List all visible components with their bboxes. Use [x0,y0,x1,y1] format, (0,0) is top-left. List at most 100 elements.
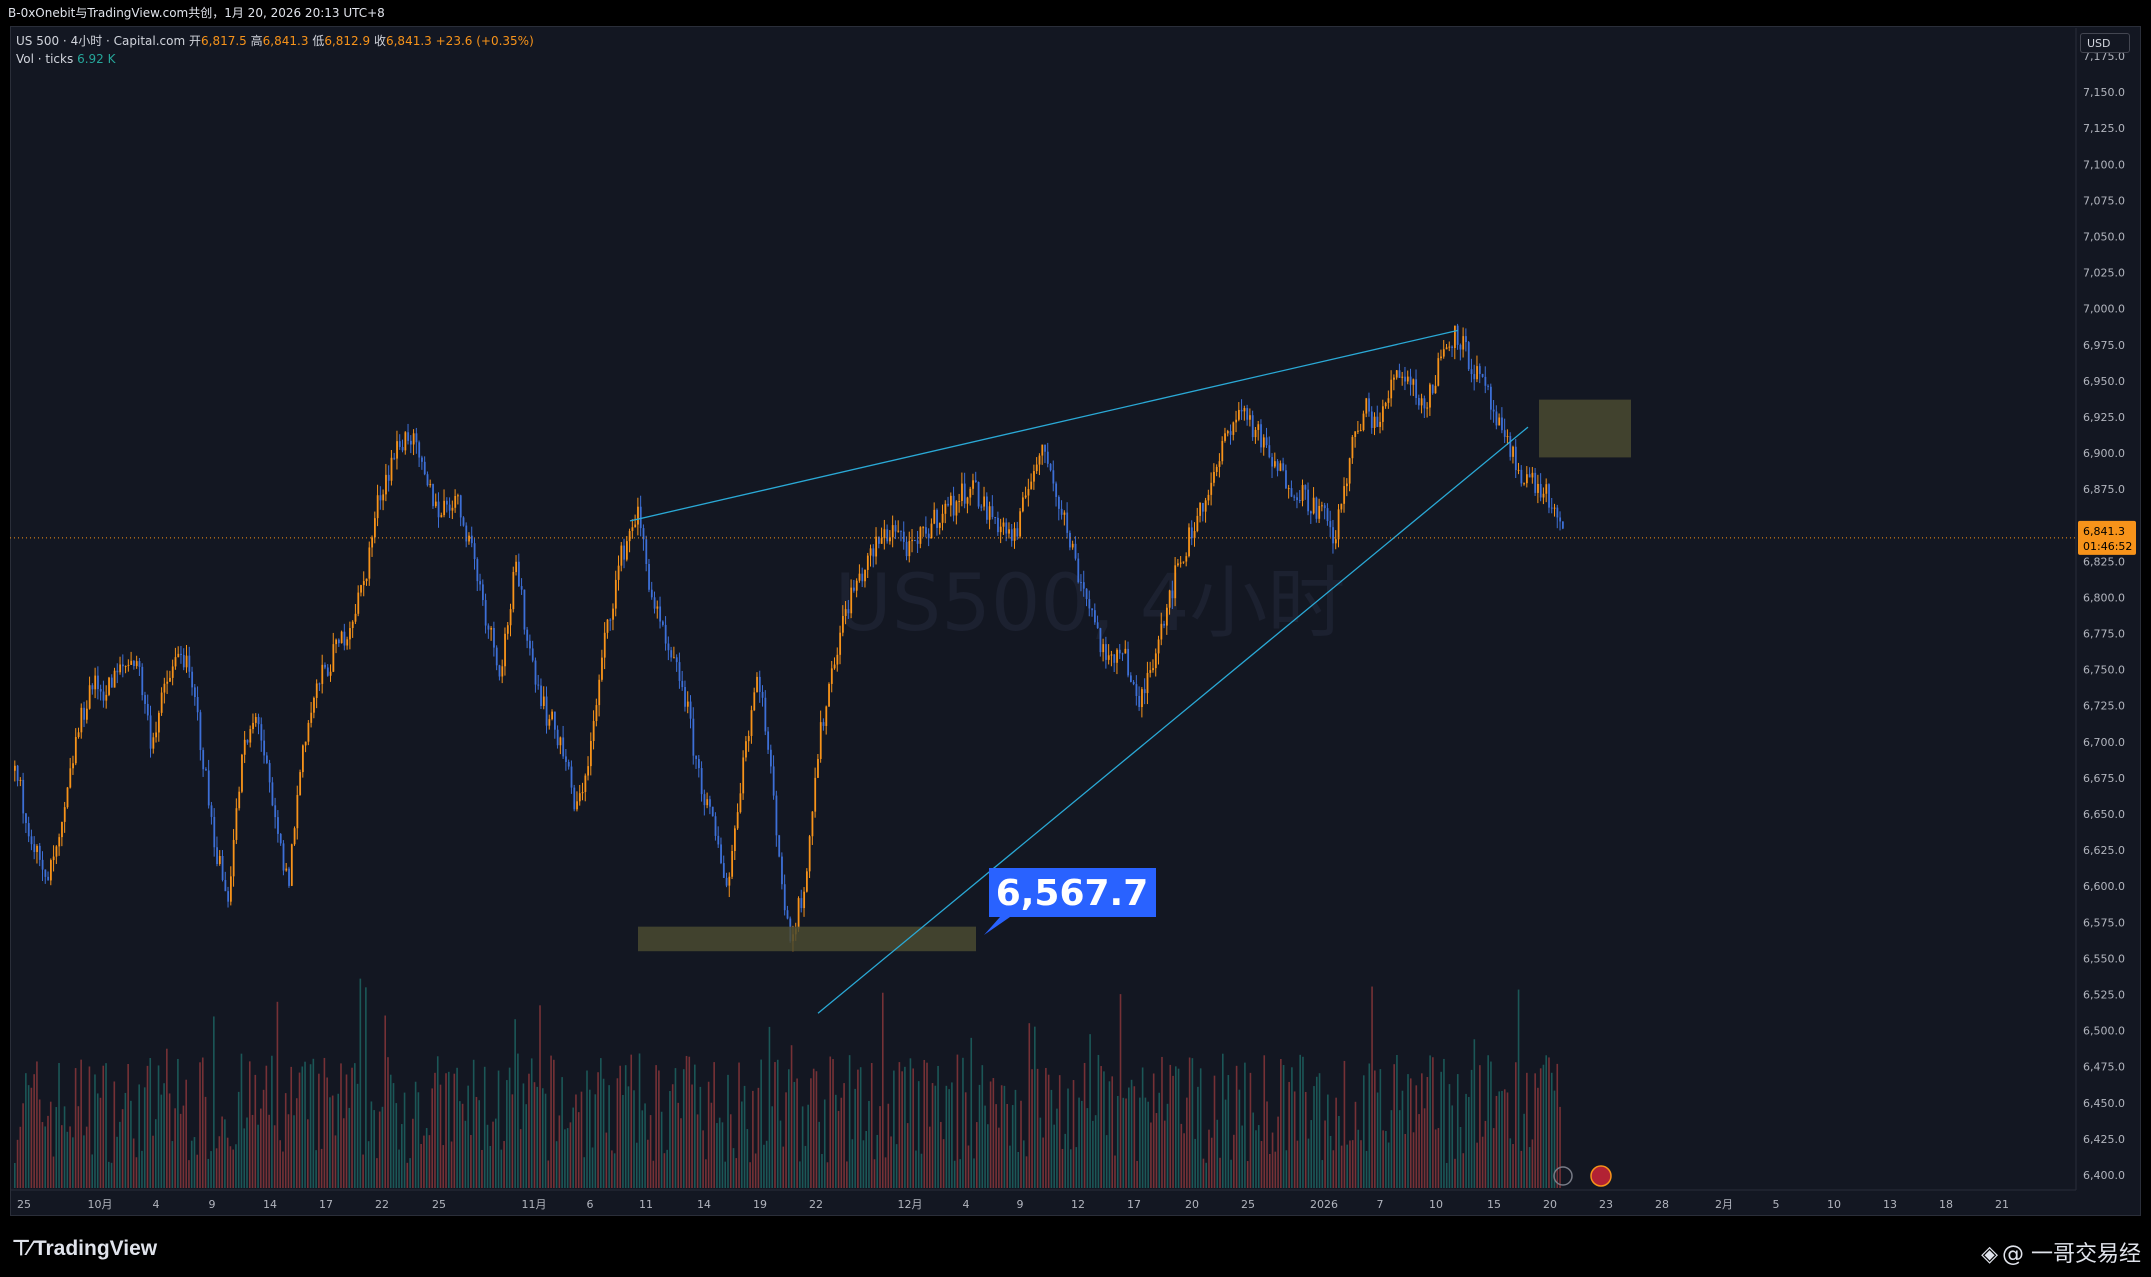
volume-bar [1304,1091,1307,1188]
candle-body [584,775,587,793]
volume-bar [1094,1115,1097,1188]
volume-bar [1454,1158,1456,1188]
volume-bar [823,1099,826,1188]
candle-body [196,697,199,713]
candle-body [1307,489,1310,512]
volume-bar [1230,1159,1232,1188]
candle-body [27,823,30,837]
candle-body [199,712,202,751]
volume-bar [439,1084,442,1188]
volume-bar [1039,1117,1042,1188]
volume-bar [597,1072,599,1188]
candle-body [202,750,205,770]
candle-body [1393,377,1395,380]
volume-bar [1426,1076,1429,1188]
candle-body [822,722,825,726]
volume-bar [1528,1147,1531,1188]
volume-bar [1053,1124,1055,1188]
volume-bar [779,1120,782,1188]
volume-bar [749,1162,751,1188]
candle-body [1354,431,1357,438]
chart-canvas[interactable]: 7,175.0 7,150.0 7,125.0 7,100.0 7,075.0 7,050… [0,0,2151,1218]
candle-body [1514,446,1517,471]
volume-bar [345,1074,348,1188]
candle-body [578,793,581,802]
candle-body [570,766,573,788]
candle-body [404,432,407,451]
volume-bar [185,1079,187,1188]
currency-selector[interactable]: USD [2080,33,2130,53]
volume-bar [1291,1067,1293,1188]
candle-body [365,578,368,582]
volume-bar [1318,1073,1321,1188]
volume-bar [229,1146,232,1188]
candle-body [972,480,974,489]
candle-body [1431,384,1434,394]
volume-bar [1197,1086,1199,1188]
volume-bar [96,1093,99,1188]
volume-bar [1329,1135,1332,1188]
volume-bar [848,1055,851,1188]
volume-bar [351,1067,353,1188]
volume-bar [1495,1095,1498,1188]
candle-body [1420,398,1423,406]
volume-bar [1017,1151,1020,1188]
candle-body [1501,417,1503,431]
candle-body [479,581,482,585]
volume-bar [226,1137,229,1188]
candle-body [1470,369,1473,375]
volume-bar [1056,1108,1058,1188]
candle-body [50,860,52,881]
volume-bar [1147,1101,1149,1188]
volume-bar [284,1093,287,1188]
candle-body [448,504,451,511]
volume-bar [196,1154,199,1188]
volume-label[interactable]: Vol · ticks [16,52,74,66]
candle-body [609,619,612,621]
candle-body [440,515,443,518]
high-label: 高 [250,34,263,48]
candle-body [1476,366,1478,380]
candle-body [293,828,296,845]
price-tag-price: 6,841.3 [2083,525,2125,538]
candle-body [459,495,462,518]
chart-pane[interactable] [10,26,2141,1216]
candle-body [1481,373,1484,377]
candle-body [922,527,925,529]
symbol-label[interactable]: US 500 · 4小时 · Capital.com [16,34,186,48]
candle-body [1379,421,1382,427]
candle-body [1257,424,1260,430]
volume-bar [348,1107,351,1188]
candle-body [739,793,742,813]
candle-body [653,597,656,609]
candle-body [853,587,855,591]
candle-body [418,442,421,458]
candle-body [875,536,878,557]
volume-bar [928,1126,931,1188]
volume-bar [248,1061,251,1188]
candle-body [1301,485,1304,501]
volume-bar [298,1072,301,1188]
volume-bar [1335,1097,1337,1188]
candle-body [1016,528,1019,537]
volume-bar [456,1067,458,1188]
candle-body [1285,470,1287,489]
candle-body [1321,505,1323,507]
candle-body [263,740,266,756]
candle-body [1105,644,1107,660]
volume-bar [586,1070,588,1188]
volume-bar [1346,1144,1348,1188]
volume-bar [497,1070,500,1188]
candle-body [122,664,124,667]
volume-bar [58,1063,60,1188]
candle-body [498,665,501,677]
candle-body [368,547,371,579]
candle-body [1376,416,1379,427]
tradingview-logo[interactable]: ⊤⁄ TradingView [12,1236,157,1261]
candle-body [556,729,559,746]
volume-bar [1050,1089,1053,1188]
volume-bar [329,1097,331,1188]
volume-bar [1233,1134,1235,1188]
candle-body [329,671,332,676]
candle-body [1041,444,1044,456]
